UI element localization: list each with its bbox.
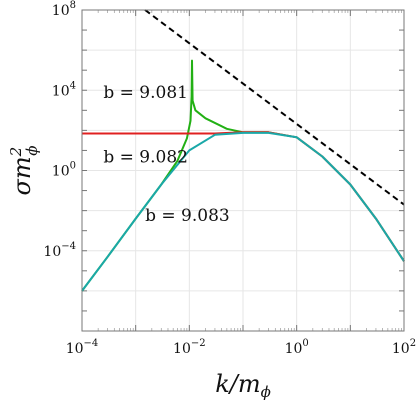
annotations: b = 9.081 b = 9.082 b = 9.083 bbox=[103, 83, 229, 226]
y-tick-label: 100 bbox=[52, 161, 76, 180]
plot-frame bbox=[81, 9, 405, 332]
y-tick-label: 104 bbox=[52, 80, 76, 99]
axis-labels: k/mϕ σm2ϕ bbox=[7, 146, 271, 401]
x-tick-label: 102 bbox=[392, 338, 416, 357]
y-tick-label: 10−4 bbox=[43, 241, 76, 260]
series-line-2 bbox=[81, 131, 405, 292]
x-tick-label: 100 bbox=[285, 338, 309, 357]
curve-annotation: b = 9.081 bbox=[103, 83, 188, 103]
curves bbox=[81, 9, 405, 292]
curve-annotation: b = 9.082 bbox=[103, 148, 188, 168]
tick-labels: 10−4 10−2 100 102 10−4 100 104 108 bbox=[43, 0, 416, 357]
x-tick-label: 10−2 bbox=[173, 338, 206, 357]
curve-annotation: b = 9.083 bbox=[145, 206, 230, 226]
y-tick-label: 108 bbox=[52, 0, 76, 19]
y-axis-label: σm2ϕ bbox=[7, 146, 41, 196]
asymptote-dashed-line bbox=[144, 9, 405, 206]
grid bbox=[81, 9, 405, 332]
x-tick-label: 10−4 bbox=[66, 338, 99, 357]
x-axis-label: k/mϕ bbox=[215, 370, 271, 401]
